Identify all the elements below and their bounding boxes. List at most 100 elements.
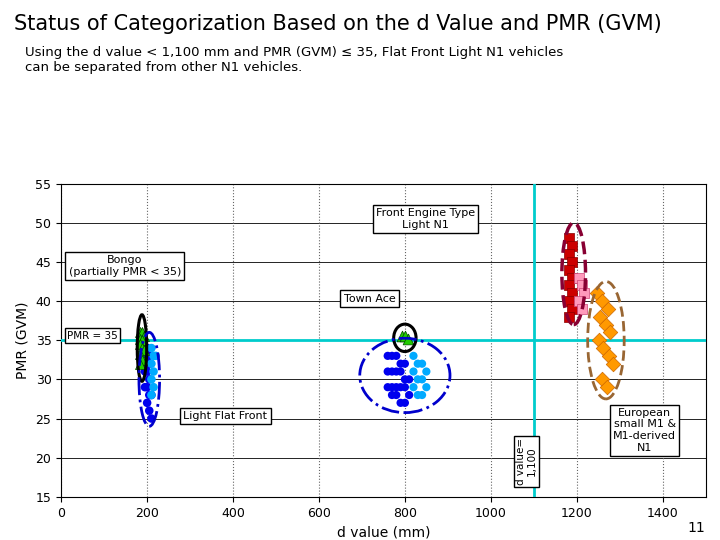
Point bbox=[408, 352, 419, 360]
Point bbox=[390, 352, 402, 360]
Point bbox=[605, 328, 616, 337]
Point bbox=[403, 375, 415, 383]
Point bbox=[408, 367, 419, 376]
Point bbox=[382, 367, 393, 376]
Point bbox=[382, 352, 393, 360]
Point bbox=[576, 281, 588, 289]
Point bbox=[138, 345, 150, 354]
Text: 11: 11 bbox=[688, 521, 706, 535]
Point bbox=[564, 281, 575, 289]
Point bbox=[143, 352, 155, 360]
Point bbox=[566, 273, 577, 282]
Point bbox=[412, 391, 423, 400]
Point bbox=[608, 360, 619, 368]
Point bbox=[148, 352, 159, 360]
Point bbox=[382, 383, 393, 391]
Text: European
small M1 &
M1-derived
N1: European small M1 & M1-derived N1 bbox=[613, 408, 676, 453]
Text: Town Ace: Town Ace bbox=[343, 294, 395, 303]
Point bbox=[403, 391, 415, 400]
Text: Front Engine Type
Light N1: Front Engine Type Light N1 bbox=[376, 208, 475, 230]
Point bbox=[564, 312, 575, 321]
Point bbox=[134, 328, 145, 337]
Point bbox=[416, 375, 428, 383]
Point bbox=[145, 391, 157, 400]
Point bbox=[603, 352, 615, 360]
Point bbox=[139, 367, 150, 376]
Text: d value=
1,100: d value= 1,100 bbox=[516, 438, 537, 485]
Point bbox=[402, 334, 414, 343]
Point bbox=[136, 343, 148, 352]
Point bbox=[139, 352, 150, 360]
Point bbox=[420, 383, 432, 391]
Point bbox=[573, 273, 585, 282]
Point bbox=[136, 336, 148, 345]
Point bbox=[386, 367, 397, 376]
Point bbox=[399, 383, 410, 391]
Point bbox=[395, 360, 406, 368]
Point bbox=[386, 352, 397, 360]
Point bbox=[139, 383, 150, 391]
Point bbox=[602, 305, 613, 313]
Text: Using the d value < 1,100 mm and PMR (GVM) ≤ 35, Flat Front Light N1 vehicles
ca: Using the d value < 1,100 mm and PMR (GV… bbox=[25, 46, 564, 74]
Point bbox=[134, 350, 145, 359]
Point bbox=[386, 383, 397, 391]
Point bbox=[566, 289, 577, 298]
Point bbox=[564, 234, 575, 242]
Point bbox=[136, 355, 148, 364]
Point bbox=[143, 375, 155, 383]
Text: PMR = 35: PMR = 35 bbox=[67, 330, 117, 341]
Point bbox=[416, 360, 428, 368]
Point bbox=[136, 328, 148, 337]
Point bbox=[386, 391, 397, 400]
Point bbox=[145, 360, 157, 368]
Point bbox=[390, 383, 402, 391]
Point bbox=[564, 297, 575, 306]
Point bbox=[408, 383, 419, 391]
Point bbox=[420, 367, 432, 376]
Point bbox=[145, 343, 157, 352]
Point bbox=[399, 399, 410, 407]
Point bbox=[134, 340, 145, 348]
Point bbox=[148, 367, 159, 376]
Point bbox=[150, 352, 161, 360]
Point bbox=[601, 383, 613, 391]
Point bbox=[412, 375, 423, 383]
Point bbox=[148, 383, 159, 391]
Point bbox=[143, 391, 155, 400]
Point bbox=[141, 343, 153, 352]
Text: Status of Categorization Based on the d Value and PMR (GVM): Status of Categorization Based on the d … bbox=[14, 14, 662, 33]
Point bbox=[390, 367, 402, 376]
Point bbox=[579, 289, 590, 298]
Point bbox=[145, 391, 157, 400]
Point bbox=[597, 297, 608, 306]
Point bbox=[143, 360, 155, 368]
Point bbox=[399, 375, 410, 383]
Text: Bongo
(partially PMR < 35): Bongo (partially PMR < 35) bbox=[68, 255, 181, 276]
Point bbox=[566, 258, 577, 266]
Point bbox=[134, 334, 145, 343]
Point bbox=[395, 367, 406, 376]
Point bbox=[134, 360, 145, 368]
Point bbox=[139, 343, 150, 352]
Point bbox=[145, 414, 157, 423]
Point bbox=[395, 383, 406, 391]
Point bbox=[566, 305, 577, 313]
Point bbox=[566, 242, 577, 251]
Point bbox=[564, 266, 575, 274]
Point bbox=[564, 249, 575, 258]
Point bbox=[412, 360, 423, 368]
Point bbox=[598, 343, 609, 352]
Text: Light Flat Front: Light Flat Front bbox=[184, 411, 267, 421]
Point bbox=[399, 332, 410, 341]
Point bbox=[138, 332, 150, 341]
Point bbox=[141, 360, 153, 368]
Point bbox=[396, 332, 408, 341]
Point bbox=[141, 383, 153, 391]
Point bbox=[143, 406, 155, 415]
Point bbox=[573, 297, 585, 306]
Point bbox=[592, 289, 603, 298]
X-axis label: d value (mm): d value (mm) bbox=[337, 525, 430, 539]
Point bbox=[416, 391, 428, 400]
Point bbox=[595, 312, 606, 321]
Point bbox=[141, 399, 153, 407]
